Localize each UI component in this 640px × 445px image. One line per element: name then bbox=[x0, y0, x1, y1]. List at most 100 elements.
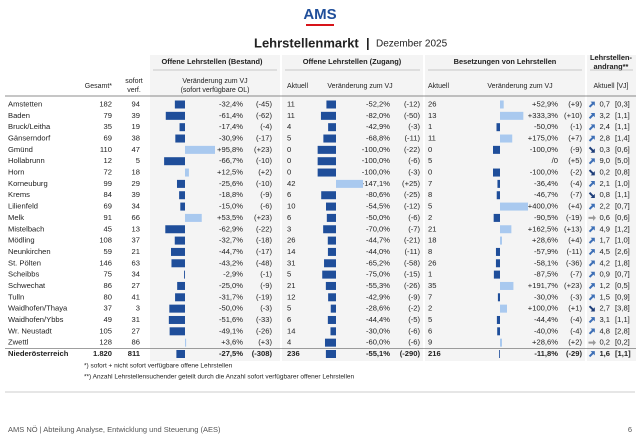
cell: 26 bbox=[428, 100, 436, 109]
cell: (-3) bbox=[260, 304, 272, 313]
subheader: Gesamt* bbox=[85, 83, 113, 90]
cell: 3,2 bbox=[599, 111, 610, 120]
cell: 2 bbox=[428, 213, 432, 222]
change-bar bbox=[175, 293, 185, 302]
change-bar bbox=[500, 134, 513, 143]
cell: 31 bbox=[132, 315, 140, 324]
cell: -100,0% bbox=[362, 145, 391, 154]
cell: (-290) bbox=[400, 349, 421, 358]
cell: +28,6% bbox=[532, 236, 558, 245]
change-bar bbox=[185, 145, 215, 154]
cell: [1,2] bbox=[615, 224, 630, 233]
trend-arrow bbox=[588, 317, 595, 324]
trend-arrow bbox=[588, 192, 595, 199]
arrow-shape bbox=[588, 328, 595, 335]
cell: -90,5% bbox=[534, 213, 558, 222]
change-bar bbox=[500, 304, 507, 313]
change-bar bbox=[169, 304, 185, 313]
cell: 0 bbox=[428, 168, 432, 177]
cell: -62,9% bbox=[219, 224, 243, 233]
title-sep: | bbox=[366, 35, 370, 50]
cell: -65,2% bbox=[366, 258, 390, 267]
cell: [1,0] bbox=[615, 236, 630, 245]
group-header: Besetzungen von Lehrstellen bbox=[454, 57, 557, 66]
cell: (-48) bbox=[256, 258, 273, 267]
cell: -44,4% bbox=[366, 315, 390, 324]
change-bar bbox=[495, 259, 500, 268]
cell: [0,7] bbox=[615, 202, 630, 211]
change-bar bbox=[165, 111, 185, 120]
cell: -68,8% bbox=[366, 134, 390, 143]
cell: 4,5 bbox=[599, 247, 610, 256]
cell: -25,6% bbox=[219, 179, 243, 188]
cell: 31 bbox=[287, 258, 295, 267]
cell: 108 bbox=[99, 236, 112, 245]
arrow-shape bbox=[588, 237, 595, 244]
change-bar bbox=[324, 259, 336, 268]
row-label: Waidhofen/Ybbs bbox=[8, 315, 64, 324]
cell: 5 bbox=[136, 156, 140, 165]
arrow-shape bbox=[588, 249, 595, 256]
cell: -30,9% bbox=[219, 134, 243, 143]
cell: 7 bbox=[428, 179, 432, 188]
cell: -44,0% bbox=[366, 247, 390, 256]
cell: 9 bbox=[428, 338, 432, 347]
cell: 2,7 bbox=[599, 304, 610, 313]
cell: 0,8 bbox=[599, 190, 610, 199]
cell: -50,0% bbox=[366, 213, 390, 222]
cell: (-4) bbox=[570, 179, 582, 188]
change-bar bbox=[323, 225, 336, 234]
change-bar bbox=[336, 179, 363, 188]
cell: 35 bbox=[428, 281, 436, 290]
cell: 12 bbox=[287, 292, 295, 301]
trend-arrow bbox=[588, 101, 595, 108]
cell: 84 bbox=[104, 190, 112, 199]
cell: 47 bbox=[132, 145, 140, 154]
arrow-shape bbox=[588, 146, 595, 153]
cell: (-3) bbox=[408, 168, 420, 177]
arrow-shape bbox=[588, 101, 595, 108]
cell: 3 bbox=[287, 224, 291, 233]
cell: (-3) bbox=[570, 292, 582, 301]
cell: 8 bbox=[428, 247, 432, 256]
cell: 13 bbox=[132, 224, 140, 233]
arrow-shape bbox=[588, 135, 595, 142]
change-bar bbox=[497, 293, 500, 302]
change-bar bbox=[326, 213, 336, 222]
cell: 91 bbox=[104, 213, 112, 222]
cell: 19 bbox=[132, 122, 140, 131]
trend-arrow bbox=[588, 181, 595, 188]
cell: [0,7] bbox=[615, 270, 630, 279]
cell: [2,6] bbox=[615, 247, 630, 256]
cell: (-5) bbox=[408, 315, 420, 324]
cell: 0 bbox=[287, 156, 291, 165]
cell: 94 bbox=[132, 100, 140, 109]
row-label: Neunkirchen bbox=[8, 247, 51, 256]
cell: 128 bbox=[99, 338, 112, 347]
cell: (-22) bbox=[404, 145, 421, 154]
title-date: Dezember 2025 bbox=[376, 39, 448, 50]
cell: [3,8] bbox=[615, 304, 630, 313]
cell: +52,9% bbox=[532, 100, 558, 109]
cell: [1,4] bbox=[615, 134, 630, 143]
cell: +191,7% bbox=[528, 281, 558, 290]
cell: (-3) bbox=[408, 122, 420, 131]
cell: -44,7% bbox=[219, 247, 243, 256]
cell: 0,2 bbox=[599, 168, 610, 177]
cell: +100,0% bbox=[528, 304, 558, 313]
change-bar bbox=[325, 202, 336, 211]
footer-text: AMS NÖ | Abteilung Analyse, Entwicklung … bbox=[8, 425, 221, 434]
trend-arrow bbox=[588, 328, 595, 335]
cell: 811 bbox=[128, 349, 141, 358]
cell: 0,7 bbox=[599, 100, 610, 109]
change-bar bbox=[500, 111, 524, 120]
cell: -25,0% bbox=[219, 281, 243, 290]
cell: -32,7% bbox=[219, 236, 243, 245]
subheader: Veränderung zum VJ bbox=[327, 83, 392, 90]
cell: +53,5% bbox=[217, 213, 243, 222]
row-label: Scheibbs bbox=[8, 270, 39, 279]
change-bar bbox=[497, 179, 500, 188]
cell: 39 bbox=[132, 111, 140, 120]
cell: 7 bbox=[428, 292, 432, 301]
